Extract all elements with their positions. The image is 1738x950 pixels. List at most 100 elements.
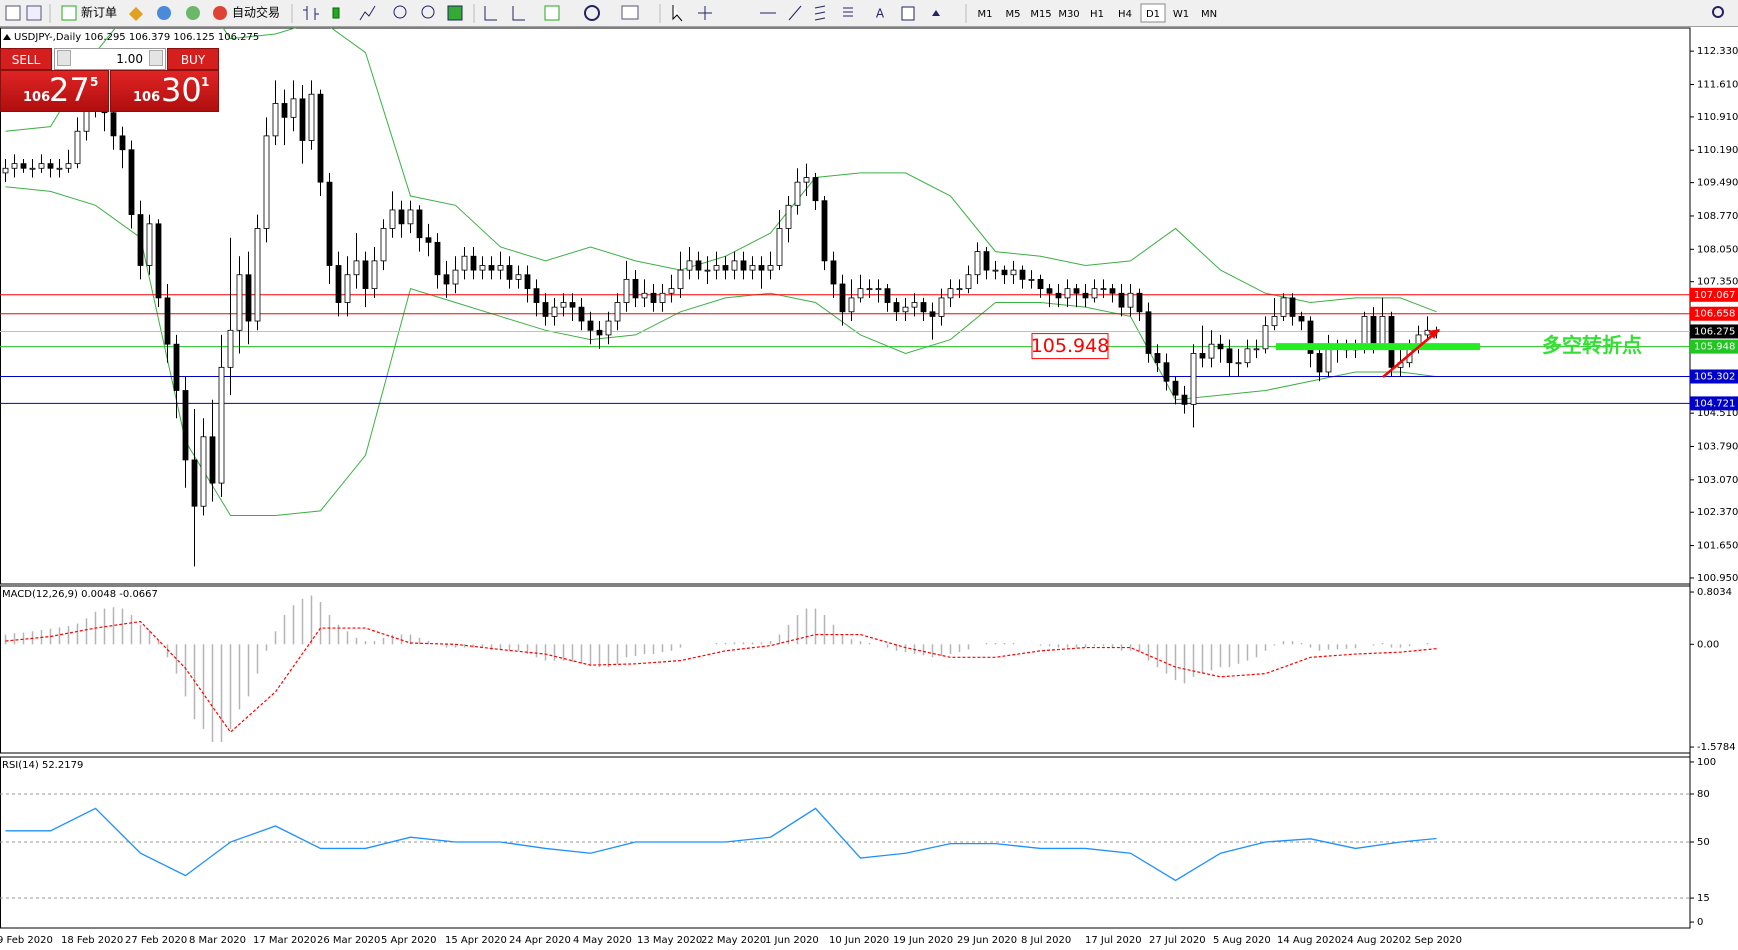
- icon-trendline[interactable]: [788, 5, 802, 21]
- level-label-box: [1690, 306, 1738, 321]
- icon-shift[interactable]: [512, 6, 525, 21]
- candle-body: [1109, 288, 1116, 294]
- icon-cursor[interactable]: [672, 5, 683, 22]
- candle-body: [1262, 325, 1269, 350]
- y-tick-label: 108.770: [1697, 211, 1738, 222]
- candle-body: [1217, 343, 1224, 350]
- y-tick-label: 109.490: [1697, 178, 1738, 189]
- icon-search[interactable]: [1712, 6, 1724, 18]
- trend-arrow-head: [1428, 329, 1440, 339]
- icon-indicators[interactable]: [544, 5, 560, 21]
- candle-body: [146, 223, 153, 266]
- icon-text[interactable]: A: [876, 7, 885, 21]
- y-tick-label: 0: [1697, 917, 1703, 928]
- icon-label[interactable]: [901, 6, 915, 21]
- candle-body: [290, 98, 297, 118]
- x-tick-label: 13 May 2020: [637, 935, 702, 946]
- icon-candle-chart[interactable]: [332, 7, 340, 19]
- icon-terminal[interactable]: [186, 6, 200, 20]
- icon-autoscroll[interactable]: [484, 6, 497, 21]
- timeframe-button[interactable]: MN: [1201, 9, 1217, 20]
- candle-body: [929, 311, 936, 317]
- x-tick-label: 14 Aug 2020: [1277, 935, 1341, 946]
- icon-templates[interactable]: [621, 5, 639, 20]
- candle-body: [677, 269, 684, 290]
- icon-new-chart[interactable]: [5, 5, 21, 21]
- icon-crosshair[interactable]: [698, 6, 712, 20]
- bid-price[interactable]: 106 27 5: [0, 70, 109, 112]
- candle-body: [938, 297, 945, 317]
- x-tick-label: 1 Jun 2020: [765, 935, 819, 946]
- candle-body: [272, 103, 279, 137]
- candle-body: [821, 200, 828, 262]
- lot-up[interactable]: [149, 50, 163, 66]
- icon-line-chart[interactable]: [359, 5, 376, 21]
- candle-body: [254, 228, 261, 322]
- icon-fibo[interactable]: [843, 7, 853, 17]
- candle-body: [371, 260, 378, 290]
- candle-body: [209, 436, 216, 484]
- icon-tile[interactable]: [447, 5, 463, 21]
- candle-body: [848, 297, 855, 313]
- candle-body: [1118, 292, 1125, 308]
- icon-profiles[interactable]: [26, 5, 42, 21]
- icon-auto-trading[interactable]: [213, 6, 227, 20]
- ask-price[interactable]: 106 30 1: [110, 70, 219, 112]
- timeframe-button[interactable]: H1: [1090, 9, 1104, 20]
- candle-body: [479, 265, 486, 271]
- active-timeframe: [1140, 3, 1166, 23]
- icon-periods[interactable]: [584, 5, 600, 21]
- plot-area: [0, 28, 1690, 567]
- timeframe-button[interactable]: M1: [978, 9, 993, 20]
- timeframe-button[interactable]: W1: [1173, 9, 1189, 20]
- buy-button[interactable]: BUY: [167, 48, 219, 70]
- x-tick-label: 29 Jun 2020: [957, 935, 1017, 946]
- candle-body: [578, 306, 585, 322]
- candle-body: [1145, 311, 1152, 354]
- candle-body: [839, 283, 846, 313]
- y-tick-label: -1.5784: [1697, 742, 1736, 753]
- x-tick-label: 26 Mar 2020: [317, 935, 380, 946]
- auto-trading-button[interactable]: 自动交易: [232, 5, 280, 20]
- candle-body: [74, 130, 81, 165]
- sell-button[interactable]: SELL: [0, 48, 52, 70]
- x-tick-label: 27 Feb 2020: [125, 935, 187, 946]
- icon-zoom-in[interactable]: [393, 5, 407, 19]
- candle-body: [317, 93, 324, 183]
- candle-body: [623, 278, 630, 303]
- y-tick-label: 100: [1697, 757, 1716, 768]
- icon-meta-editor[interactable]: [129, 7, 143, 21]
- candle-body: [416, 209, 423, 239]
- y-tick-label: 101.650: [1697, 541, 1738, 552]
- icon-new-order[interactable]: [61, 5, 77, 21]
- x-tick-label: 17 Jul 2020: [1085, 935, 1142, 946]
- candle-body: [1253, 348, 1260, 351]
- icon-arrows[interactable]: [932, 10, 940, 16]
- timeframe-button[interactable]: M15: [1030, 9, 1051, 20]
- timeframe-button[interactable]: M30: [1058, 9, 1079, 20]
- y-tick-label: 100.950: [1697, 573, 1738, 584]
- candle-body: [893, 302, 900, 313]
- candle-body: [236, 274, 243, 331]
- icon-navigator[interactable]: [157, 6, 171, 20]
- candle-body: [443, 274, 450, 285]
- icon-zoom-out[interactable]: [421, 5, 435, 19]
- candle-body: [155, 223, 162, 299]
- candle-body: [299, 98, 306, 141]
- candle-body: [785, 204, 792, 229]
- icon-bar-chart[interactable]: [303, 6, 319, 20]
- candle-body: [668, 288, 675, 294]
- x-tick-label: 24 Apr 2020: [509, 935, 571, 946]
- lot-down[interactable]: [57, 50, 71, 66]
- lot-input[interactable]: 1.00: [54, 48, 166, 70]
- bid-big: 106: [23, 90, 51, 105]
- timeframe-button[interactable]: H4: [1118, 9, 1132, 20]
- one-click-trading: SELL 1.00 BUY 106 27 5 106 30 1: [0, 48, 219, 112]
- new-order-button[interactable]: 新订单: [81, 5, 117, 20]
- timeframe-button[interactable]: M5: [1006, 9, 1021, 20]
- icon-channel[interactable]: [814, 5, 826, 21]
- candle-body: [524, 274, 531, 290]
- plot-area: [4, 595, 1438, 742]
- timeframe-button[interactable]: D1: [1146, 9, 1160, 20]
